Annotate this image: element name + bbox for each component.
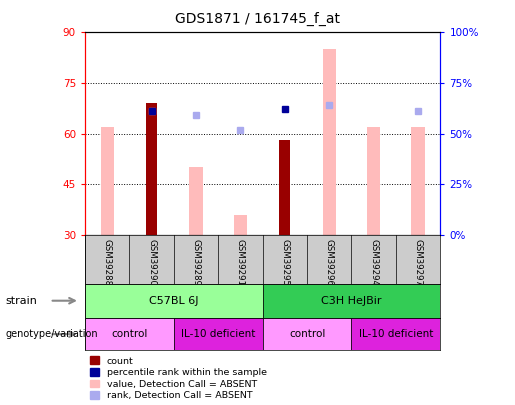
Text: IL-10 deficient: IL-10 deficient bbox=[181, 329, 255, 339]
Text: GSM39297: GSM39297 bbox=[414, 239, 423, 286]
Text: strain: strain bbox=[5, 296, 37, 306]
Bar bbox=[351, 318, 440, 350]
Bar bbox=[190, 167, 203, 235]
Text: GSM39288: GSM39288 bbox=[102, 239, 112, 286]
Bar bbox=[279, 141, 290, 235]
Text: GSM39289: GSM39289 bbox=[192, 239, 200, 286]
Text: control: control bbox=[289, 329, 325, 339]
Bar bbox=[263, 284, 440, 318]
Text: GSM39295: GSM39295 bbox=[280, 239, 289, 286]
Legend: count, percentile rank within the sample, value, Detection Call = ABSENT, rank, : count, percentile rank within the sample… bbox=[90, 356, 267, 400]
Bar bbox=[85, 318, 174, 350]
Bar bbox=[322, 49, 336, 235]
Text: genotype/variation: genotype/variation bbox=[5, 329, 98, 339]
Bar bbox=[263, 318, 351, 350]
Bar bbox=[234, 215, 247, 235]
Text: C57BL 6J: C57BL 6J bbox=[149, 296, 199, 306]
Text: IL-10 deficient: IL-10 deficient bbox=[359, 329, 433, 339]
Text: GDS1871 / 161745_f_at: GDS1871 / 161745_f_at bbox=[175, 12, 340, 26]
Text: control: control bbox=[111, 329, 148, 339]
Bar bbox=[411, 127, 425, 235]
Bar bbox=[367, 127, 381, 235]
Bar bbox=[100, 127, 114, 235]
Bar bbox=[174, 318, 263, 350]
Text: GSM39291: GSM39291 bbox=[236, 239, 245, 286]
Text: GSM39296: GSM39296 bbox=[325, 239, 334, 286]
Bar bbox=[146, 103, 157, 235]
Text: GSM39290: GSM39290 bbox=[147, 239, 156, 286]
Text: C3H HeJBir: C3H HeJBir bbox=[321, 296, 382, 306]
Text: GSM39294: GSM39294 bbox=[369, 239, 378, 286]
Bar bbox=[85, 284, 263, 318]
